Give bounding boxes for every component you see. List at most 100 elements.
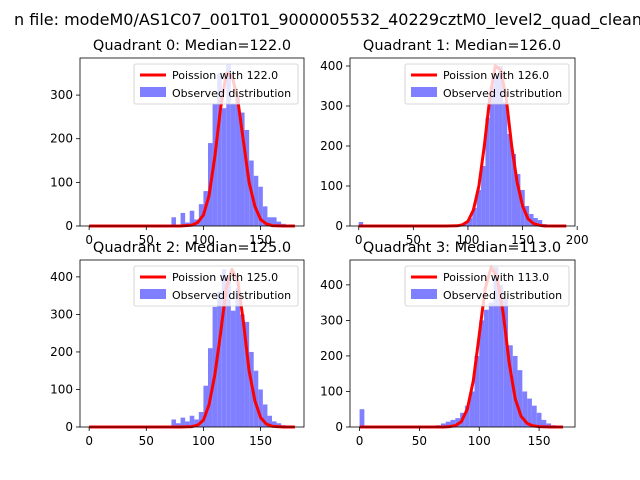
legend-bar-swatch (140, 289, 166, 299)
x-tick-label: 0 (85, 434, 93, 448)
histogram-bar (440, 423, 446, 427)
plot-area-quadrant-1: 0 50 100 150 200 0 100 200 300 400 Poission with 1… (320, 57, 589, 247)
histogram-bar (498, 284, 504, 427)
histogram-bar (527, 398, 532, 427)
y-tick-label: 200 (50, 345, 73, 359)
x-tick-label: 0 (85, 233, 93, 247)
histogram-bar (267, 217, 272, 226)
panel-title-quadrant-0: Quadrant 0: Median=122.0 (93, 38, 291, 54)
legend-box (404, 265, 570, 307)
histogram-bar (537, 220, 543, 226)
x-tick-label: 100 (192, 233, 215, 247)
panel-title-quadrant-2: Quadrant 2: Median=125.0 (93, 240, 291, 256)
legend-bar-swatch (140, 87, 166, 97)
histogram-bar (203, 385, 208, 427)
histogram-bar (522, 391, 528, 427)
y-tick-label: 400 (320, 278, 343, 292)
panel-quadrant-0: Quadrant 0: Median=122.0 0 50 100 150 0 100 20… (50, 38, 305, 247)
histogram-bar (464, 405, 470, 427)
histogram-bar (189, 415, 195, 427)
histogram-bar (221, 269, 227, 427)
x-tick-label: 0 (355, 233, 363, 247)
y-tick-label: 0 (335, 219, 343, 233)
y-tick-label: 0 (65, 420, 73, 434)
histogram-bar (235, 95, 240, 226)
histogram-bar (489, 86, 495, 226)
x-tick-label: 200 (566, 233, 589, 247)
histogram-bar (494, 78, 499, 226)
histogram-bar (226, 64, 231, 226)
y-tick-label: 400 (50, 270, 73, 284)
histogram-bar (198, 411, 204, 427)
histogram-bar (359, 409, 365, 427)
histogram-bar (240, 314, 245, 427)
axes-frame (349, 259, 576, 428)
histogram-bar (276, 221, 282, 226)
histogram-bar (493, 267, 499, 427)
histogram-bar (258, 186, 263, 226)
histogram-bar (244, 321, 250, 427)
histogram-bar (235, 288, 240, 427)
legend-box (404, 63, 570, 105)
histogram-bar (502, 102, 508, 226)
y-tick-label: 300 (320, 99, 343, 113)
x-tick-label: 150 (511, 233, 534, 247)
figure-suptitle: n file: modeM0/AS1C07_001T01_9000005532_… (14, 10, 640, 30)
histogram-bar (208, 348, 213, 427)
histogram-bar (507, 134, 512, 226)
legend-label-poisson: Poission with 113.0 (443, 271, 549, 284)
axes-frame (79, 57, 305, 227)
histogram-bar (194, 419, 199, 427)
legend-label-observed: Observed distribution (443, 289, 562, 302)
x-tick-label: 100 (468, 434, 491, 448)
histogram-bar (253, 175, 259, 226)
histogram-bar (240, 112, 245, 226)
legend-label-poisson: Poission with 125.0 (172, 271, 278, 284)
histogram-bar (533, 218, 538, 226)
histogram-bar (180, 417, 186, 427)
histogram-bar (189, 210, 195, 226)
histogram-bar (185, 421, 190, 427)
y-tick-label: 100 (50, 382, 73, 396)
legend-label-poisson: Poission with 122.0 (172, 69, 278, 82)
histogram-bar (180, 212, 186, 226)
histogram-bar (217, 291, 222, 427)
histogram-bar (536, 412, 542, 427)
histogram-bar (272, 421, 277, 427)
histogram-bar (488, 302, 494, 427)
panel-title-quadrant-1: Quadrant 1: Median=126.0 (363, 38, 561, 54)
x-tick-label: 100 (192, 434, 215, 448)
histogram-bar (503, 299, 508, 427)
histogram-bar (258, 389, 263, 427)
histogram-bar (171, 217, 176, 226)
histogram-bar (467, 218, 473, 226)
y-tick-label: 400 (320, 59, 343, 73)
histogram-bar (226, 276, 231, 427)
y-tick-label: 0 (65, 219, 73, 233)
histogram-bar (262, 206, 268, 226)
histogram-bar (230, 310, 236, 427)
histogram-bar (176, 423, 181, 427)
x-tick-label: 50 (139, 233, 154, 247)
y-tick-label: 300 (50, 88, 73, 102)
histogram-bar (217, 73, 222, 226)
histogram-bar (276, 423, 282, 427)
panel-title-quadrant-3: Quadrant 3: Median=113.0 (363, 240, 561, 256)
histogram-bar (244, 130, 250, 226)
histogram-bar (476, 190, 482, 226)
y-tick-label: 0 (335, 420, 343, 434)
axes-frame (79, 259, 305, 428)
y-tick-label: 300 (320, 313, 343, 327)
histogram-bar (472, 208, 477, 226)
histogram-bar (479, 320, 485, 427)
histogram-bar (511, 154, 517, 226)
histogram-bar (445, 421, 451, 427)
y-tick-label: 100 (50, 175, 73, 189)
x-tick-label: 150 (249, 434, 272, 448)
histogram-bar (262, 404, 268, 427)
y-tick-label: 200 (320, 349, 343, 363)
histogram-bar (531, 405, 537, 427)
legend-box (133, 265, 299, 307)
histogram-bar (221, 108, 227, 226)
legend-label-observed: Observed distribution (172, 87, 291, 100)
